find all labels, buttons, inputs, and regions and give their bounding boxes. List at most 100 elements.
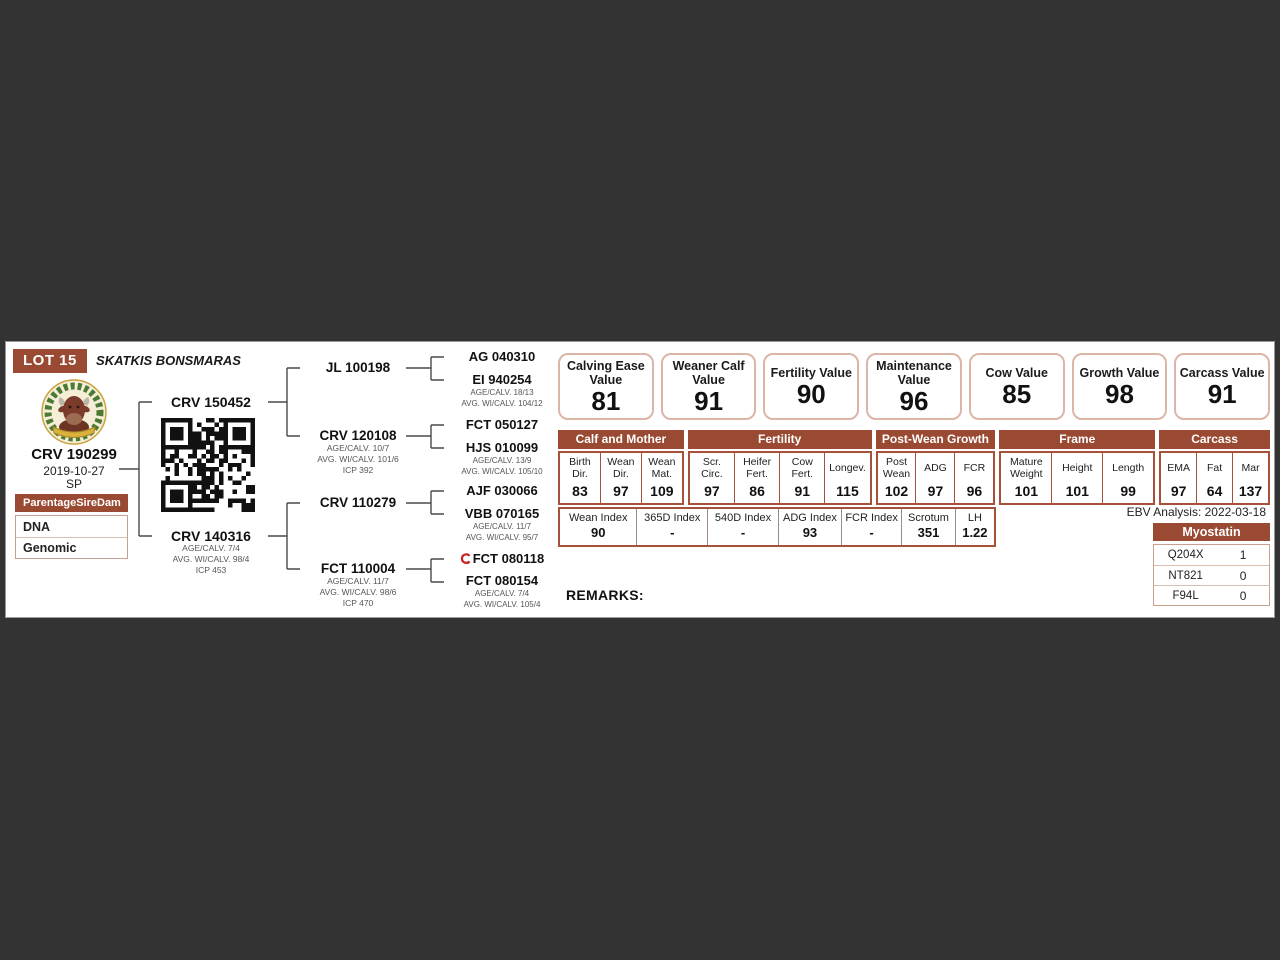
ebv-label: Birth Dir. <box>569 456 591 480</box>
ebv-value: 102 <box>884 483 909 499</box>
ebv-value: 137 <box>1238 483 1263 499</box>
pedigree-node-dam: CRV 140316 AGE/CALV. 7/4 AVG. WI/CALV. 9… <box>141 529 281 576</box>
pedigree-stat: AVG. WI/CALV. 105/10 <box>461 467 543 476</box>
pedigree-node: FCT 080154 AGE/CALV. 7/4 AVG. WI/CALV. 1… <box>432 574 572 610</box>
pedigree-id: VBB 070165 <box>464 506 540 521</box>
ebv-group-carcass: Carcass EMA 97 Fat 64 Mar 137 <box>1159 430 1270 505</box>
ebv-value: 97 <box>927 483 944 499</box>
qr-code <box>161 418 255 512</box>
pedigree-stat: AGE/CALV. 11/7 <box>472 522 532 531</box>
parentage-row-dna: DNA <box>23 519 51 534</box>
ebv-cell: Heifer Fert. 86 <box>734 453 779 503</box>
ebv-group-header: Carcass <box>1159 430 1270 449</box>
index-label: Wean Index <box>568 512 628 524</box>
animal-dob: 2019-10-27 <box>43 464 105 478</box>
ebv-group-fertility: Fertility Scr. Circ. 97 Heifer Fert. 86 Co… <box>687 430 872 505</box>
pedigree-id: CRV 110279 <box>319 495 397 510</box>
index-value: 351 <box>917 525 940 540</box>
pedigree-stat: ICP 392 <box>342 465 374 475</box>
parentage-table: DNA Genomic <box>15 515 128 559</box>
ebv-label: ADG <box>924 462 947 474</box>
value-box-fertility: Fertility Value 90 <box>763 353 860 420</box>
pedigree-id: FCT 080118 <box>432 552 572 568</box>
pedigree-stat: AVG. WI/CALV. 105/4 <box>463 600 541 609</box>
ebv-cell: Longev. 115 <box>824 453 869 503</box>
pedigree-stat: AVG. WI/CALV. 95/7 <box>465 533 539 542</box>
ebv-label: Mature Weight <box>1009 456 1043 480</box>
pedigree-node: HJS 010099 AGE/CALV. 13/9 AVG. WI/CALV. … <box>432 441 572 477</box>
pedigree-id: EI 940254 <box>472 372 532 387</box>
pedigree-node: JL 100198 <box>288 361 428 375</box>
ebv-group-post-wean-growth: Post-Wean Growth Post Wean 102 ADG 97 FCR 9… <box>875 430 996 505</box>
value-box-label: Growth Value <box>1079 365 1160 380</box>
myostatin-row: Q204X 1 <box>1154 545 1269 565</box>
pedigree-node: EI 940254 AGE/CALV. 18/13 AVG. WI/CALV. … <box>432 373 572 409</box>
bull-logo-icon <box>41 379 107 445</box>
parentage-header: Parentage Sire Dam <box>15 494 128 512</box>
ebv-value: 97 <box>613 483 629 499</box>
value-box-label: Calving Ease Value <box>566 358 645 387</box>
value-box-label: Weaner Calf Value <box>672 358 745 387</box>
stud-title: SKATKIS BONSMARAS <box>96 353 241 368</box>
pedigree-stat: AVG. WI/CALV. 98/6 <box>319 587 397 597</box>
lot-badge: LOT 15 <box>13 349 87 373</box>
value-box-label: Cow Value <box>985 365 1048 380</box>
pedigree-id: CRV 120108 <box>319 428 397 443</box>
parentage-word: Dam <box>97 497 121 509</box>
index-value: - <box>740 525 746 540</box>
value-box-label: Fertility Value <box>770 365 852 380</box>
ebv-group-frame: Frame Mature Weight 101 Height 101 Length 9… <box>999 430 1156 505</box>
ebv-table: Calf and Mother Birth Dir. 83 Wean Dir. 97… <box>558 430 1270 505</box>
value-box-weaner-calf: Weaner Calf Value 91 <box>660 353 757 420</box>
index-cell-540d: 540D Index - <box>707 509 778 545</box>
index-cell-365d: 365D Index - <box>636 509 707 545</box>
ebv-group-header: Frame <box>999 430 1156 449</box>
ebv-label: Wean Dir. <box>607 456 635 480</box>
pedigree-stat: AGE/CALV. 11/7 <box>327 576 389 586</box>
ebv-cell: ADG 97 <box>915 453 954 503</box>
pedigree-node: FCT 050127 <box>432 418 572 432</box>
myostatin-value: 1 <box>1239 548 1247 562</box>
parentage-word: Sire <box>76 497 97 509</box>
pedigree-node: AG 040310 <box>432 350 572 364</box>
index-value: - <box>869 525 874 540</box>
pedigree-stat: AGE/CALV. 7/4 <box>474 589 530 598</box>
ebv-cell: Mature Weight 101 <box>1001 453 1051 503</box>
ebv-label: Cow Fert. <box>791 456 814 480</box>
ebv-group-header: Fertility <box>687 430 872 449</box>
value-box-value: 91 <box>1207 378 1237 409</box>
pedigree-stat: AGE/CALV. 10/7 <box>326 443 390 453</box>
ebv-cell: Wean Mat. 109 <box>640 453 682 503</box>
value-box-value: 81 <box>591 385 621 416</box>
index-cell-lh: LH 1.22 <box>954 509 994 545</box>
ebv-label: Wean Mat. <box>648 456 676 480</box>
pedigree-node: VBB 070165 AGE/CALV. 11/7 AVG. WI/CALV. … <box>432 507 572 543</box>
ebv-group-calf-and-mother: Calf and Mother Birth Dir. 83 Wean Dir. 97… <box>558 430 684 505</box>
pedigree-node-sire: CRV 150452 <box>141 395 281 409</box>
value-box-calving-ease: Calving Ease Value 81 <box>558 353 654 420</box>
myostatin-row: NT821 0 <box>1154 565 1269 585</box>
value-box-maintenance: Maintenance Value 96 <box>866 353 962 420</box>
pedigree-node: CRV 120108 AGE/CALV. 10/7 AVG. WI/CALV. … <box>288 429 428 476</box>
index-label: 365D Index <box>644 512 701 524</box>
ebv-value: 97 <box>1170 483 1187 499</box>
ebv-cell: Cow Fert. 91 <box>779 453 824 503</box>
value-box-value: 85 <box>1002 378 1032 409</box>
parentage-row-genomic: Genomic <box>16 537 127 558</box>
value-box-carcass: Carcass Value 91 <box>1174 353 1271 420</box>
ebv-label: Fat <box>1207 462 1223 474</box>
myostatin-row: F94L 0 <box>1154 585 1269 605</box>
stud-logo <box>41 379 107 445</box>
pedigree-node: AJF 030066 <box>432 484 572 498</box>
pedigree-id: CRV 140316 <box>171 528 251 544</box>
myostatin-table: Q204X 1 NT821 0 F94L 0 <box>1153 544 1270 606</box>
ebv-value: 64 <box>1206 483 1223 499</box>
pedigree-id: FCT 110004 <box>320 561 396 576</box>
pedigree-id: AG 040310 <box>468 349 536 364</box>
pedigree-stat: AVG. WI/CALV. 101/6 <box>317 454 399 464</box>
index-label: 540D Index <box>714 512 772 524</box>
value-box-label: Maintenance Value <box>876 358 952 387</box>
myostatin-value: 0 <box>1239 588 1247 603</box>
catalog-card: LOT 15 SKATKIS BONSMARAS CRV 190299 2019… <box>5 341 1275 618</box>
